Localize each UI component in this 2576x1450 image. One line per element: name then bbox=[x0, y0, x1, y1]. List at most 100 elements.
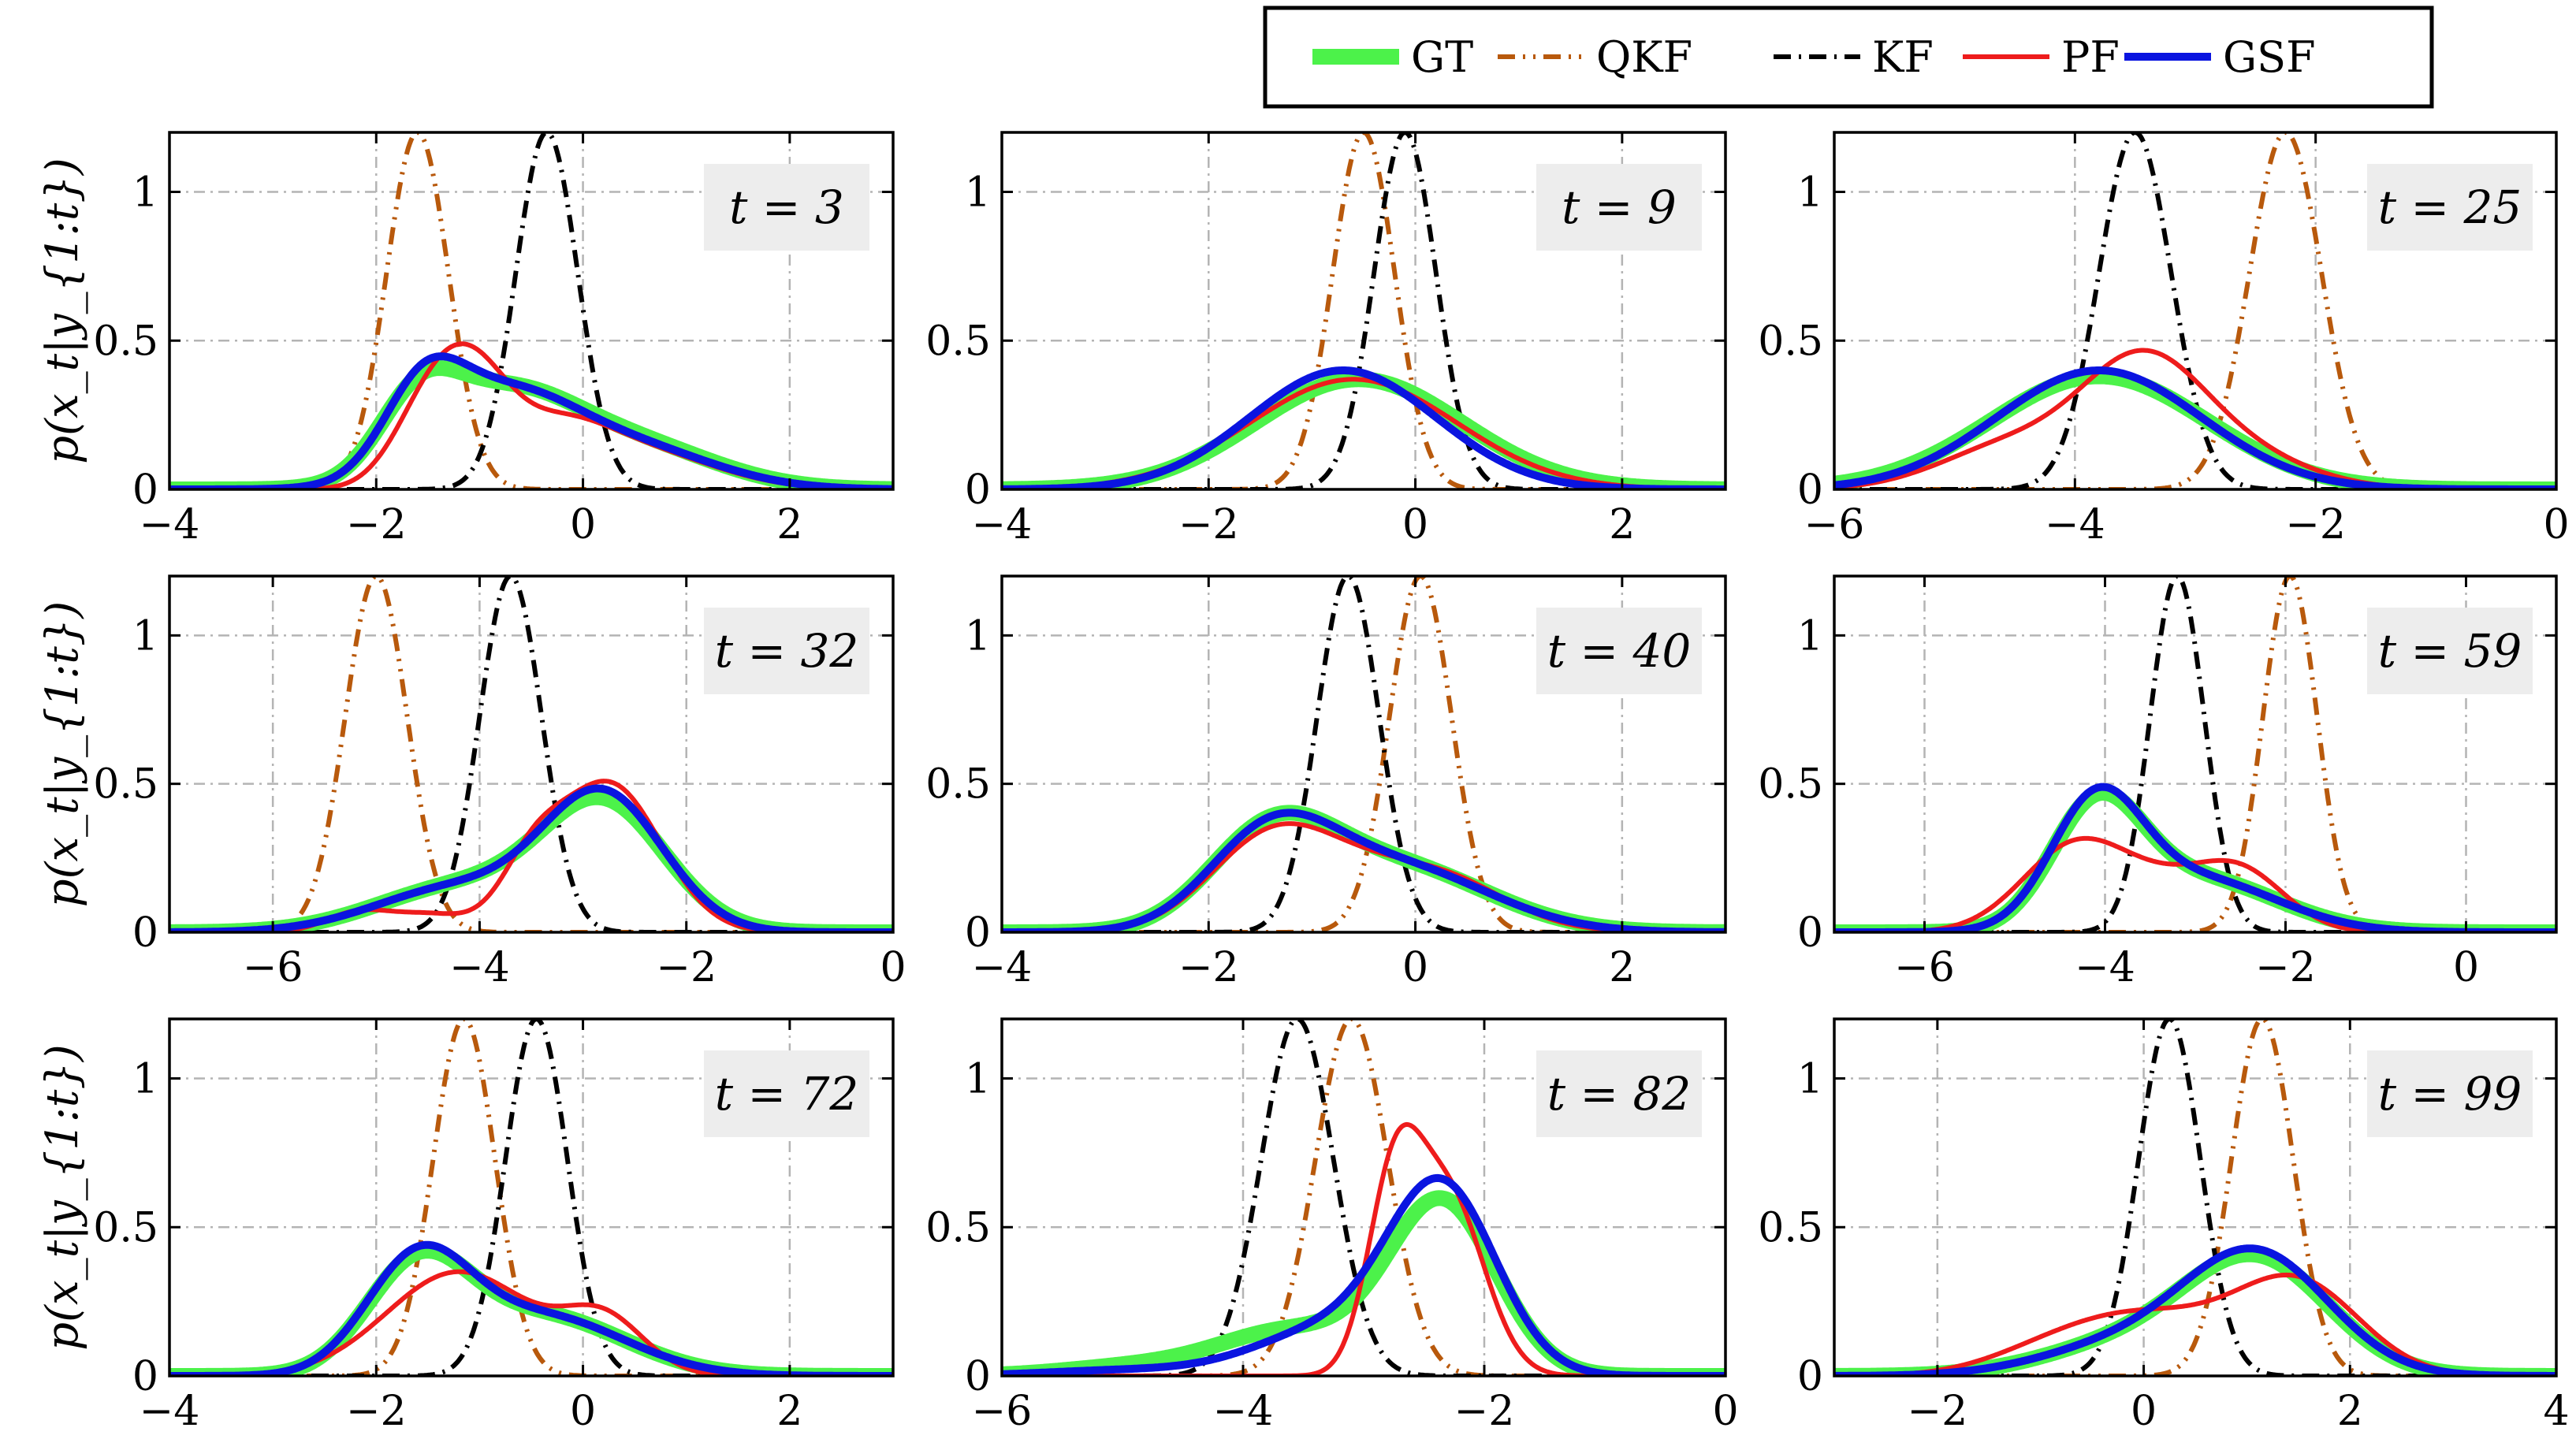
x-tick-label: −2 bbox=[1454, 1388, 1515, 1435]
curve-gsf bbox=[169, 1240, 893, 1376]
curve-kf bbox=[169, 132, 893, 489]
x-tick-label: −2 bbox=[2285, 501, 2346, 548]
x-tick-label: 2 bbox=[1609, 944, 1635, 991]
y-tick-label: 0 bbox=[965, 1353, 991, 1400]
y-tick-label: 0.5 bbox=[93, 761, 158, 809]
panel-3: −6 −4 −2 0 0 0.5 1 t = 25 bbox=[1758, 131, 2570, 548]
y-tick-label: 0.5 bbox=[1758, 318, 1823, 365]
panel-8: −6 −4 −2 0 0 0.5 1 t = 82 bbox=[925, 1017, 1739, 1435]
y-tick-label: 1 bbox=[1797, 169, 1823, 217]
x-tick-label: 0 bbox=[570, 501, 596, 548]
y-tick-label: 0.5 bbox=[1758, 1204, 1823, 1251]
panel-6: −6 −4 −2 0 0 0.5 1 t = 59 bbox=[1758, 574, 2558, 991]
plot-frame bbox=[1833, 574, 2558, 934]
x-tick-label: 2 bbox=[2337, 1388, 2363, 1435]
time-badge bbox=[704, 164, 869, 251]
x-tick-label: −2 bbox=[1178, 501, 1239, 548]
time-label: t = 40 bbox=[1547, 624, 1692, 678]
time-badge bbox=[704, 608, 869, 694]
x-tick-label: 0 bbox=[1712, 1388, 1738, 1435]
x-tick-label: 0 bbox=[2131, 1388, 2157, 1435]
time-label: t = 3 bbox=[729, 180, 844, 234]
curve-kf bbox=[1002, 132, 1725, 489]
legend-box bbox=[1263, 6, 2434, 109]
curve-gsf bbox=[1002, 366, 1725, 489]
x-tick-label: −4 bbox=[972, 944, 1033, 991]
time-label: t = 25 bbox=[2378, 180, 2522, 234]
x-tick-label: −4 bbox=[449, 944, 510, 991]
curve-gt bbox=[1002, 805, 1725, 932]
curves bbox=[1834, 1019, 2556, 1376]
y-axis-label: p(x_t|y_{1:t}) bbox=[37, 158, 88, 463]
x-tick-label: 0 bbox=[880, 944, 906, 991]
y-tick-label: 1 bbox=[1797, 1056, 1823, 1103]
plot-frame bbox=[168, 131, 895, 491]
panels-layer: −4 −2 0 2 0 0.5 1 t = 3 −4 −2 0 2 0 0.5 1 t = 9 −6 −4 −2 0 0… bbox=[93, 131, 2570, 1435]
curves bbox=[1002, 576, 1725, 932]
y-tick-label: 0.5 bbox=[1758, 761, 1823, 809]
time-badge bbox=[2367, 164, 2533, 251]
curve-gsf bbox=[1834, 1244, 2556, 1376]
y-tick-label: 0 bbox=[1797, 1353, 1823, 1400]
curve-gsf bbox=[1834, 783, 2556, 932]
curve-gt bbox=[1002, 371, 1725, 489]
curve-pf bbox=[169, 341, 893, 489]
curves bbox=[1002, 132, 1725, 489]
time-label: t = 32 bbox=[715, 624, 859, 678]
x-tick-label: 4 bbox=[2543, 1388, 2569, 1435]
y-tick-label: 1 bbox=[132, 169, 158, 217]
curve-pf bbox=[1002, 1121, 1725, 1376]
curve-pf bbox=[1002, 377, 1725, 489]
time-label: t = 59 bbox=[2378, 624, 2522, 678]
x-tick-label: −2 bbox=[1178, 944, 1239, 991]
panel-7: −4 −2 0 2 0 0.5 1 t = 72 bbox=[93, 1017, 895, 1435]
curve-pf bbox=[169, 1269, 893, 1376]
x-tick-label: 0 bbox=[1402, 501, 1428, 548]
time-label: t = 9 bbox=[1562, 180, 1677, 234]
y-tick-label: 0 bbox=[1797, 909, 1823, 957]
curve-qkf bbox=[1834, 1019, 2556, 1376]
legend-label-gt: GT bbox=[1411, 32, 1473, 82]
curve-kf bbox=[1002, 1019, 1725, 1376]
y-tick-label: 0 bbox=[965, 909, 991, 957]
panel-5: −4 −2 0 2 0 0.5 1 t = 40 bbox=[925, 574, 1727, 991]
x-tick-label: −4 bbox=[2045, 501, 2105, 548]
y-tick-label: 1 bbox=[965, 1056, 991, 1103]
curve-gt bbox=[169, 1243, 893, 1376]
plot-frame bbox=[1000, 131, 1727, 491]
legend-label-gsf: GSF bbox=[2223, 32, 2316, 82]
y-tick-label: 0 bbox=[132, 1353, 158, 1400]
x-tick-label: −2 bbox=[656, 944, 717, 991]
x-tick-label: 2 bbox=[1609, 501, 1635, 548]
y-tick-label: 0.5 bbox=[93, 1204, 158, 1251]
curve-gt bbox=[1002, 1190, 1725, 1376]
y-tick-label: 0 bbox=[1797, 467, 1823, 514]
plot-frame bbox=[1833, 1017, 2558, 1378]
x-tick-label: −2 bbox=[1908, 1388, 1968, 1435]
x-tick-label: −4 bbox=[140, 501, 200, 548]
curve-gt bbox=[169, 789, 893, 932]
legend: GT QKF KF PF GSF bbox=[1263, 6, 2434, 109]
x-tick-label: −4 bbox=[972, 501, 1033, 548]
curve-pf bbox=[1834, 835, 2556, 932]
x-tick-label: −2 bbox=[2255, 944, 2316, 991]
x-tick-label: 0 bbox=[570, 1388, 596, 1435]
y-tick-label: 0 bbox=[965, 467, 991, 514]
plot-frame bbox=[1000, 1017, 1727, 1378]
time-badge bbox=[704, 1050, 869, 1137]
x-tick-label: −4 bbox=[140, 1388, 200, 1435]
x-tick-label: −2 bbox=[346, 1388, 407, 1435]
plot-frame bbox=[1833, 131, 2558, 491]
plot-frame bbox=[1000, 574, 1727, 934]
x-tick-label: −2 bbox=[346, 501, 407, 548]
y-tick-label: 0 bbox=[132, 467, 158, 514]
time-label: t = 82 bbox=[1547, 1067, 1692, 1121]
x-tick-label: −6 bbox=[1894, 944, 1955, 991]
y-axis-label: p(x_t|y_{1:t}) bbox=[37, 601, 88, 907]
x-tick-label: 0 bbox=[2453, 944, 2479, 991]
curve-pf bbox=[1834, 1272, 2556, 1376]
plot-frame bbox=[168, 1017, 895, 1378]
panel-2: −4 −2 0 2 0 0.5 1 t = 9 bbox=[925, 131, 1727, 548]
x-tick-label: −6 bbox=[972, 1388, 1033, 1435]
